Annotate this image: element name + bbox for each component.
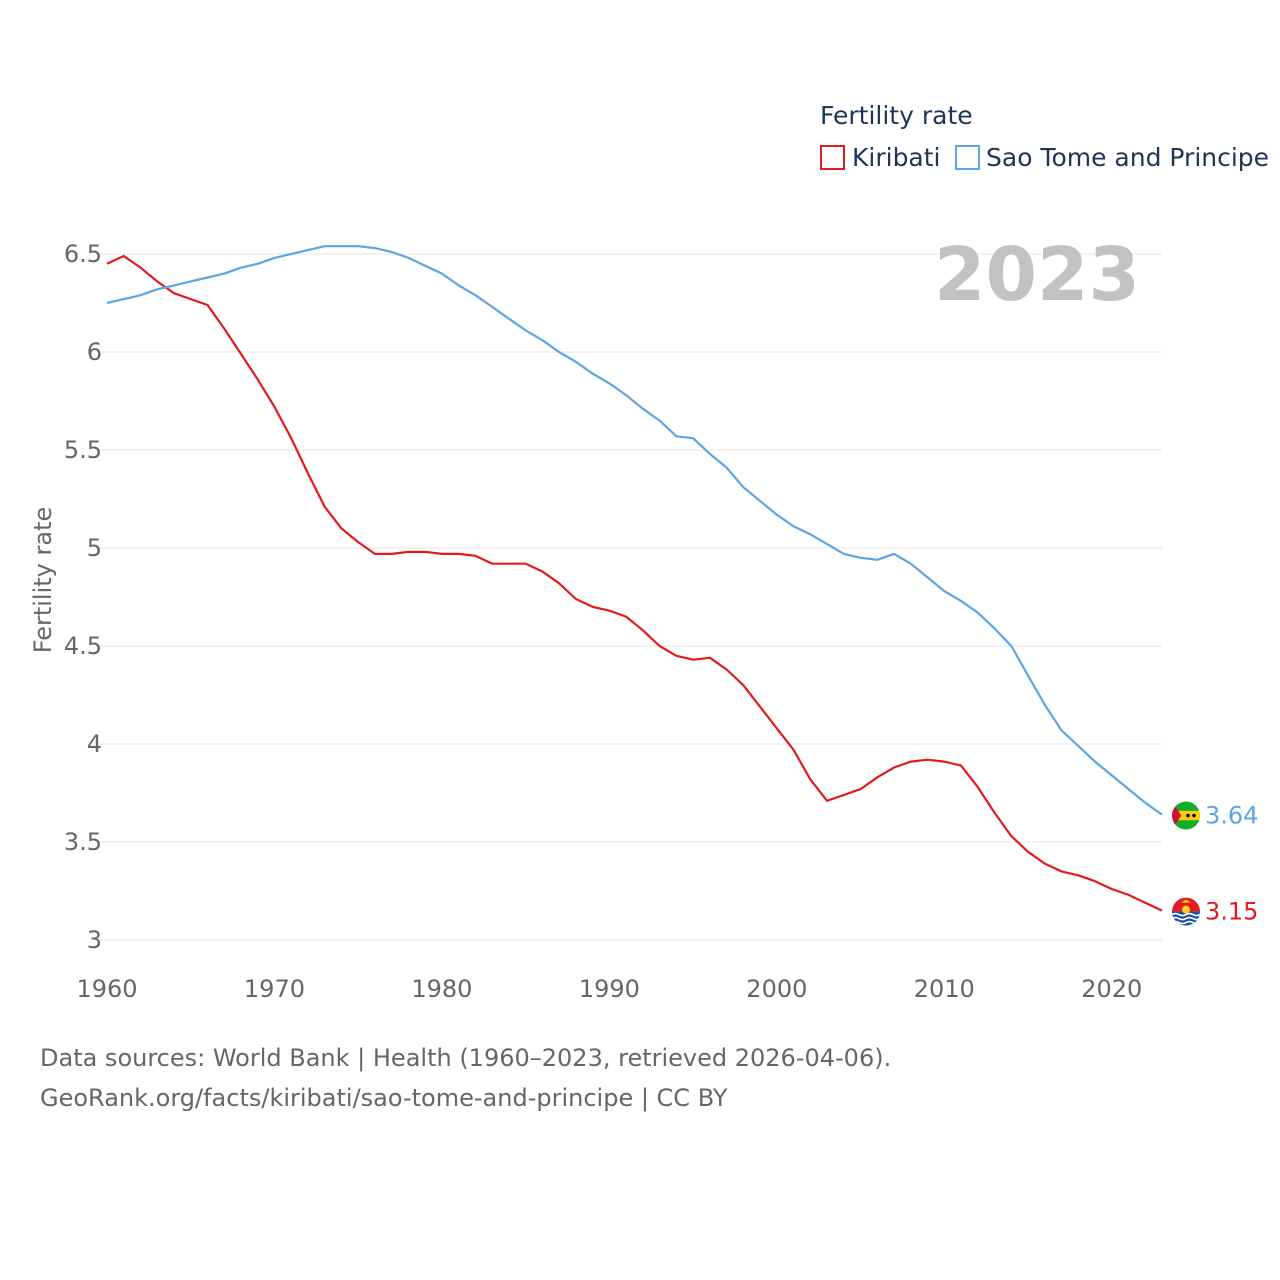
legend-label-kiribati[interactable]: Kiribati: [852, 143, 941, 172]
y-tick-label: 5.5: [64, 436, 102, 464]
series-end-labels: 3.15 3.64: [1172, 801, 1258, 926]
x-tick-label: 1960: [76, 975, 137, 1003]
x-tick-label: 1970: [244, 975, 305, 1003]
series-line-kiribati[interactable]: [106, 254, 1163, 912]
sao-tome-and-principe-flag-icon: [1172, 801, 1200, 830]
legend: Fertility rate Kiribati Sao Tome and Pri…: [820, 101, 1269, 172]
y-axis-ticks: 3 3.5 4 4.5 5 5.5 6 6.5: [64, 240, 102, 954]
x-tick-label: 2020: [1081, 975, 1142, 1003]
y-tick-label: 4.5: [64, 632, 102, 660]
x-tick-label: 1980: [411, 975, 472, 1003]
data-source-note: Data sources: World Bank | Health (1960–…: [40, 1044, 892, 1072]
legend-label-sao-tome-and-principe[interactable]: Sao Tome and Principe: [986, 143, 1269, 172]
source-url[interactable]: GeoRank.org/facts/kiribati/sao-tome-and-…: [40, 1084, 728, 1112]
end-value-label: 3.64: [1205, 802, 1258, 830]
series-line-sao-tome-and-principe[interactable]: [106, 245, 1163, 816]
x-tick-label: 2010: [914, 975, 975, 1003]
legend-swatch-sao-tome-and-principe[interactable]: [955, 145, 980, 170]
y-tick-label: 3: [87, 926, 102, 954]
y-axis-label: Fertility rate: [29, 507, 57, 654]
kiribati-flag-icon: [1172, 897, 1200, 926]
legend-title: Fertility rate: [820, 101, 973, 130]
y-tick-label: 4: [87, 730, 102, 758]
x-tick-label: 1990: [579, 975, 640, 1003]
series-lines: [106, 245, 1163, 912]
y-tick-label: 5: [87, 534, 102, 562]
gridlines: [100, 253, 1162, 941]
legend-swatch-kiribati[interactable]: [820, 145, 845, 170]
end-value-label: 3.15: [1205, 898, 1258, 926]
x-tick-label: 2000: [746, 975, 807, 1003]
year-watermark: 2023: [934, 232, 1140, 318]
y-tick-label: 6: [87, 338, 102, 366]
y-tick-label: 3.5: [64, 828, 102, 856]
y-tick-label: 6.5: [64, 240, 102, 268]
x-axis-ticks: 1960 1970 1980 1990 2000 2010 2020: [76, 975, 1142, 1003]
